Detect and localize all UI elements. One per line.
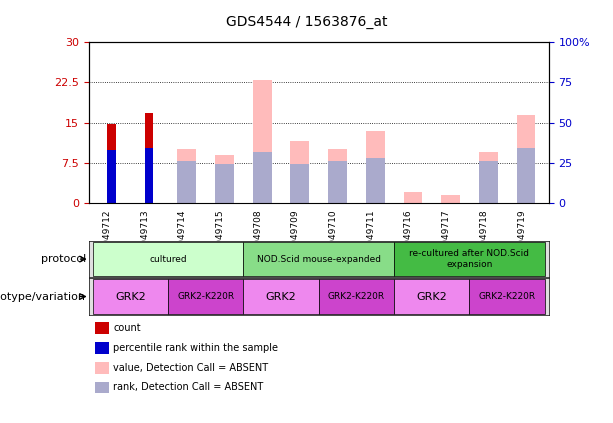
Bar [243, 242, 394, 276]
Bar [168, 279, 243, 314]
Text: GRK2-K220R: GRK2-K220R [328, 292, 385, 301]
Text: value, Detection Call = ABSENT: value, Detection Call = ABSENT [113, 363, 268, 373]
Text: re-cultured after NOD.Scid
expansion: re-cultured after NOD.Scid expansion [409, 250, 530, 269]
Bar [291, 165, 310, 203]
Bar [253, 80, 272, 203]
Bar [243, 279, 319, 314]
Text: genotype/variation: genotype/variation [0, 291, 86, 302]
Bar [319, 279, 394, 314]
Text: protocol: protocol [40, 254, 86, 264]
Bar [479, 161, 498, 203]
Bar [479, 152, 498, 203]
Bar [107, 150, 116, 203]
Bar [291, 141, 310, 203]
Text: GRK2: GRK2 [115, 291, 146, 302]
Text: GRK2: GRK2 [416, 291, 447, 302]
Bar [177, 149, 196, 203]
Bar [215, 165, 234, 203]
Text: rank, Detection Call = ABSENT: rank, Detection Call = ABSENT [113, 382, 264, 393]
Bar [107, 124, 116, 203]
Bar [366, 131, 385, 203]
Text: cultured: cultured [149, 255, 187, 264]
Bar [394, 242, 545, 276]
Bar [145, 148, 153, 203]
Bar [517, 148, 535, 203]
Bar [441, 195, 460, 203]
Bar [177, 161, 196, 203]
Bar [394, 279, 470, 314]
Text: count: count [113, 323, 141, 333]
Bar [328, 149, 347, 203]
Bar [328, 161, 347, 203]
Text: GRK2: GRK2 [265, 291, 297, 302]
Text: GRK2-K220R: GRK2-K220R [479, 292, 536, 301]
Bar [366, 158, 385, 203]
Bar [93, 279, 168, 314]
Bar [517, 115, 535, 203]
Bar [470, 279, 545, 314]
Text: NOD.Scid mouse-expanded: NOD.Scid mouse-expanded [257, 255, 381, 264]
Text: GDS4544 / 1563876_at: GDS4544 / 1563876_at [226, 15, 387, 29]
Bar [253, 151, 272, 203]
Text: GRK2-K220R: GRK2-K220R [177, 292, 234, 301]
Bar [403, 192, 422, 203]
Bar [93, 242, 243, 276]
Text: percentile rank within the sample: percentile rank within the sample [113, 343, 278, 353]
Bar [215, 155, 234, 203]
Bar [145, 113, 153, 203]
